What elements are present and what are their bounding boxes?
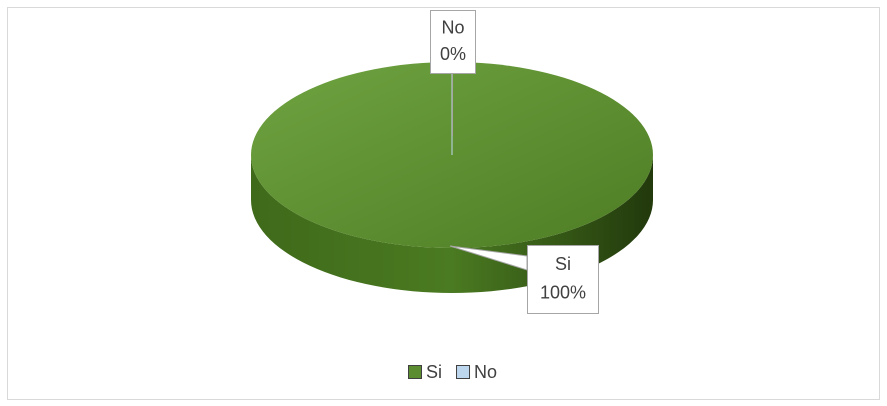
- label-category: No: [441, 18, 464, 38]
- label-value: 0%: [440, 44, 466, 64]
- label-box: [527, 245, 599, 314]
- legend-swatch: [456, 365, 471, 379]
- label-box: [430, 10, 476, 74]
- label-category: Si: [555, 254, 571, 274]
- legend: Si No: [408, 362, 497, 382]
- label-value: 100%: [540, 283, 586, 303]
- legend-label: Si: [426, 362, 442, 382]
- data-labels: Si 100% No 0%: [430, 10, 599, 314]
- legend-swatch: [408, 365, 422, 379]
- legend-label: No: [474, 362, 497, 382]
